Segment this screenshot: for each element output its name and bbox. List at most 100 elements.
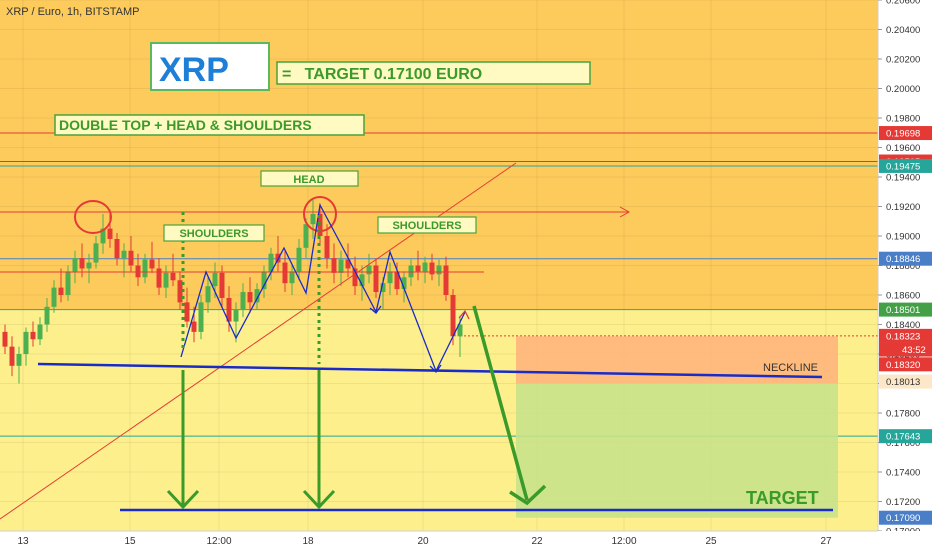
- candle-body: [156, 268, 162, 288]
- price-tick-label: 0.17200: [886, 497, 920, 508]
- price-tick-label: 0.17600: [886, 438, 920, 449]
- time-tick-label: 12:00: [611, 536, 636, 547]
- pattern-zigzag: [180, 202, 466, 373]
- left-shoulder-label-text: SHOULDERS: [179, 228, 248, 240]
- candle-body: [100, 228, 106, 244]
- candle-body: [149, 259, 155, 269]
- candle-body: [219, 272, 225, 298]
- price-tick-label: 0.19600: [886, 143, 920, 154]
- candle-body: [142, 259, 148, 278]
- candle-body: [65, 271, 71, 295]
- arrow-down-icon: [166, 489, 200, 510]
- candle-body: [338, 259, 344, 273]
- xrp-logo-box: [150, 42, 270, 91]
- candle-body: [296, 247, 302, 272]
- candle-body: [324, 236, 330, 259]
- price-badge-label: 0.18320: [886, 360, 920, 371]
- pattern-title-text: DOUBLE TOP + HEAD & SHOULDERS: [59, 117, 312, 133]
- right-shoulder-label-text: SHOULDERS: [392, 220, 461, 232]
- price-badge: [879, 126, 932, 141]
- symbol-title: XRP / Euro, 1h, BITSTAMP: [6, 6, 139, 18]
- price-badge: [879, 251, 932, 266]
- price-badge: [879, 158, 932, 173]
- price-tick-label: 0.19000: [886, 232, 920, 243]
- candle-body: [450, 295, 456, 337]
- price-tick-label: 0.20600: [886, 0, 920, 7]
- candle-body: [394, 271, 400, 290]
- candle-body: [443, 265, 449, 295]
- target-banner-box: [276, 61, 591, 85]
- price-badge-label: 0.19475: [886, 161, 920, 172]
- candle-body: [170, 272, 176, 281]
- zigzag-arrow-icon: [458, 309, 470, 320]
- candle-body: [387, 271, 393, 284]
- time-tick-label: 22: [531, 536, 543, 547]
- zigzag-arrow-icon: [429, 364, 442, 374]
- price-badge-label: 0.18013: [886, 377, 920, 388]
- price-badge: [879, 374, 932, 389]
- candle-body: [128, 250, 134, 266]
- candle-body: [30, 331, 36, 340]
- price-badge-label: 0.19698: [886, 129, 920, 140]
- candle-body: [23, 331, 29, 354]
- candle-body: [415, 265, 421, 272]
- price-badge: [879, 429, 932, 444]
- price-axis-bg: [878, 0, 932, 550]
- price-badge-label: 0.17643: [886, 432, 920, 443]
- price-axis[interactable]: 0.20600 0.20400 0.20200 0.20000 0.19800 0.196…: [877, 0, 932, 550]
- candle-body: [289, 271, 295, 284]
- candle-body: [86, 262, 92, 269]
- target-label: TARGET: [746, 488, 819, 508]
- candle-body: [135, 265, 141, 278]
- price-badge: [879, 357, 932, 372]
- candle-body: [247, 292, 253, 303]
- candle-body: [114, 238, 120, 259]
- annotation-labels: XRP / Euro, 1h, BITSTAMP XRP = TARGET 0.…: [6, 6, 819, 508]
- price-tick-label: 0.17400: [886, 468, 920, 479]
- candle-body: [121, 250, 127, 259]
- candle-body: [198, 302, 204, 332]
- right-shoulder-label-box: [377, 216, 477, 234]
- time-tick-label: 25: [705, 536, 717, 547]
- candle-body: [345, 259, 351, 269]
- price-tick-label: 0.18600: [886, 291, 920, 302]
- price-badge-label: 0.17090: [886, 513, 920, 524]
- candle-body: [422, 262, 428, 272]
- candle-body: [79, 258, 85, 269]
- arrow-down-icon: [509, 484, 547, 506]
- price-tick-label: 0.17800: [886, 409, 920, 420]
- time-tick-label: 20: [417, 536, 429, 547]
- price-badge-label: 0.18323: [886, 331, 920, 342]
- candle-body: [72, 258, 78, 272]
- xrp-logo-text: XRP: [159, 51, 229, 89]
- candle-body: [58, 287, 64, 295]
- time-tick-label: 12:00: [206, 536, 231, 547]
- candle-body: [401, 277, 407, 290]
- time-axis[interactable]: 13 15 12:00 18 20 22 12:00 25 27: [0, 530, 932, 550]
- candle-body: [9, 346, 15, 366]
- head-label-box: [260, 170, 359, 187]
- projection-arrow: [472, 305, 529, 501]
- candle-body: [254, 289, 260, 303]
- price-tick-label: 0.20400: [886, 25, 920, 36]
- price-badge: [879, 510, 932, 525]
- time-tick-label: 13: [17, 536, 29, 547]
- pattern-drawings: [0, 162, 833, 520]
- time-tick-label: 18: [302, 536, 314, 547]
- candle-body: [212, 272, 218, 287]
- candle-body: [303, 224, 309, 248]
- price-badge: [879, 328, 932, 343]
- candle-body: [163, 272, 169, 288]
- candle-body: [107, 228, 113, 239]
- candle-body: [282, 262, 288, 284]
- head-label-text: HEAD: [293, 174, 324, 186]
- upper-zone: [0, 0, 878, 310]
- time-tick-label: 15: [124, 536, 136, 547]
- candle-body: [268, 253, 274, 272]
- candle-body: [429, 262, 435, 275]
- time-tick-label: 27: [820, 536, 832, 547]
- candle-body: [240, 292, 246, 310]
- candle-body: [93, 243, 99, 263]
- trade-boxes: [516, 336, 838, 518]
